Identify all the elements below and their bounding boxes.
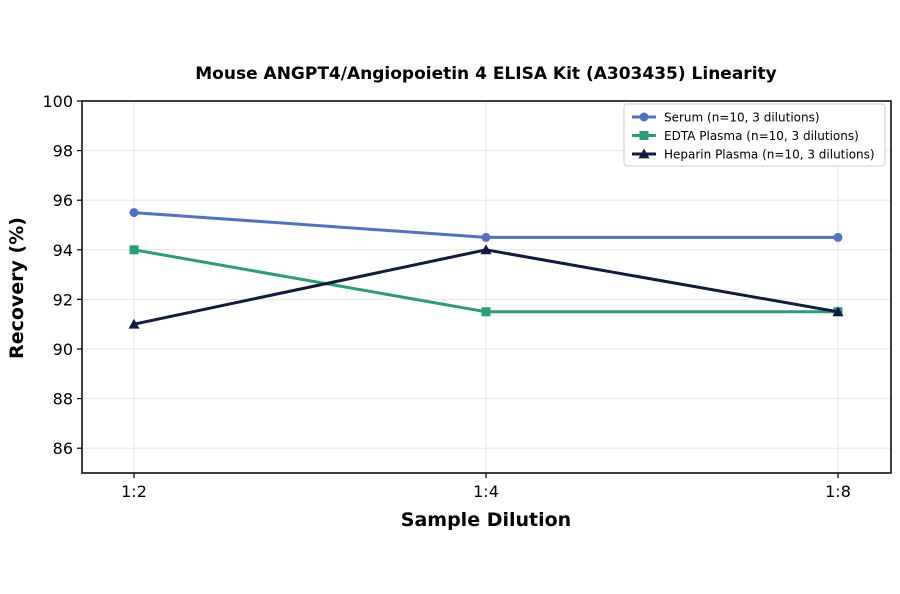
x-tick-label: 1:4 <box>473 482 499 501</box>
data-point <box>481 232 491 242</box>
legend-swatch-marker <box>639 112 649 122</box>
data-point <box>481 307 491 317</box>
y-tick-label: 94 <box>53 241 73 260</box>
series-1 <box>129 208 843 242</box>
y-tick-label: 88 <box>53 390 73 409</box>
x-axis-label: Sample Dilution <box>401 509 571 531</box>
y-tick-label: 92 <box>53 290 73 309</box>
y-tick-label: 86 <box>53 439 73 458</box>
data-point <box>480 244 492 255</box>
data-point <box>129 245 139 255</box>
legend: Serum (n=10, 3 dilutions) EDTA Plasma (n=… <box>623 103 886 167</box>
data-point <box>833 232 843 242</box>
legend-box <box>623 103 886 167</box>
data-point <box>129 208 139 218</box>
axis-ticks: 86 88 90 92 94 96 98 100 1:2 1:4 1:8 <box>42 92 850 501</box>
chart-title: Mouse ANGPT4/Angiopoietin 4 ELISA Kit (A… <box>195 64 776 84</box>
legend-swatch-marker <box>638 148 650 159</box>
legend-swatch-marker <box>639 131 649 140</box>
data-point <box>128 318 140 329</box>
x-tick-label: 1:8 <box>825 482 851 501</box>
y-tick-label: 98 <box>53 142 73 161</box>
legend-label: Heparin Plasma (n=10, 3 dilutions) <box>664 148 875 162</box>
series-layer <box>128 208 844 329</box>
y-axis-label: Recovery (%) <box>6 217 28 359</box>
y-tick-label: 100 <box>42 92 73 111</box>
legend-item: Serum (n=10, 3 dilutions) <box>632 111 820 125</box>
x-tick-label: 1:2 <box>121 482 147 501</box>
legend-label: EDTA Plasma (n=10, 3 dilutions) <box>664 129 859 143</box>
y-tick-label: 96 <box>53 191 73 210</box>
data-point <box>832 306 844 317</box>
legend-item: EDTA Plasma (n=10, 3 dilutions) <box>632 129 859 143</box>
legend-item: Heparin Plasma (n=10, 3 dilutions) <box>632 148 875 162</box>
series-3 <box>128 244 844 329</box>
legend-label: Serum (n=10, 3 dilutions) <box>664 111 820 125</box>
y-tick-label: 90 <box>53 340 73 359</box>
